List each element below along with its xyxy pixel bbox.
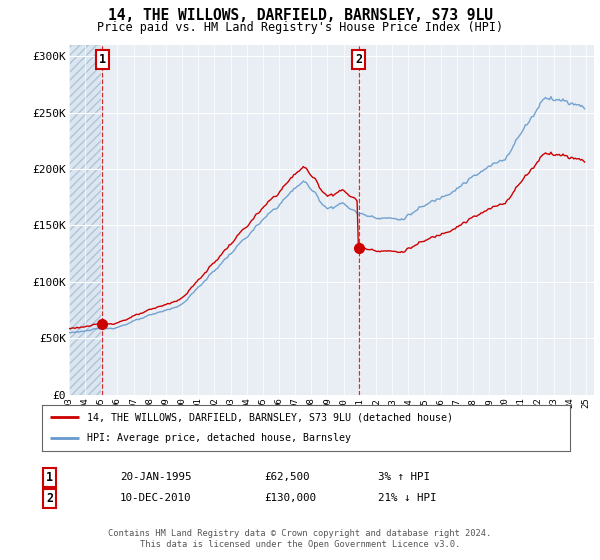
Text: 14, THE WILLOWS, DARFIELD, BARNSLEY, S73 9LU: 14, THE WILLOWS, DARFIELD, BARNSLEY, S73… (107, 8, 493, 24)
Text: Contains HM Land Registry data © Crown copyright and database right 2024.
This d: Contains HM Land Registry data © Crown c… (109, 529, 491, 549)
Text: 14, THE WILLOWS, DARFIELD, BARNSLEY, S73 9LU (detached house): 14, THE WILLOWS, DARFIELD, BARNSLEY, S73… (87, 412, 453, 422)
Text: 20-JAN-1995: 20-JAN-1995 (120, 472, 191, 482)
Text: 3% ↑ HPI: 3% ↑ HPI (378, 472, 430, 482)
Bar (69, 45, 102, 395)
Text: £62,500: £62,500 (264, 472, 310, 482)
Text: Price paid vs. HM Land Registry's House Price Index (HPI): Price paid vs. HM Land Registry's House … (97, 21, 503, 34)
Text: 1: 1 (46, 470, 53, 484)
Text: 2: 2 (46, 492, 53, 505)
Text: £130,000: £130,000 (264, 493, 316, 503)
Text: 10-DEC-2010: 10-DEC-2010 (120, 493, 191, 503)
Text: HPI: Average price, detached house, Barnsley: HPI: Average price, detached house, Barn… (87, 433, 351, 444)
Text: 21% ↓ HPI: 21% ↓ HPI (378, 493, 437, 503)
Text: 1: 1 (98, 53, 106, 66)
Text: 2: 2 (355, 53, 362, 66)
